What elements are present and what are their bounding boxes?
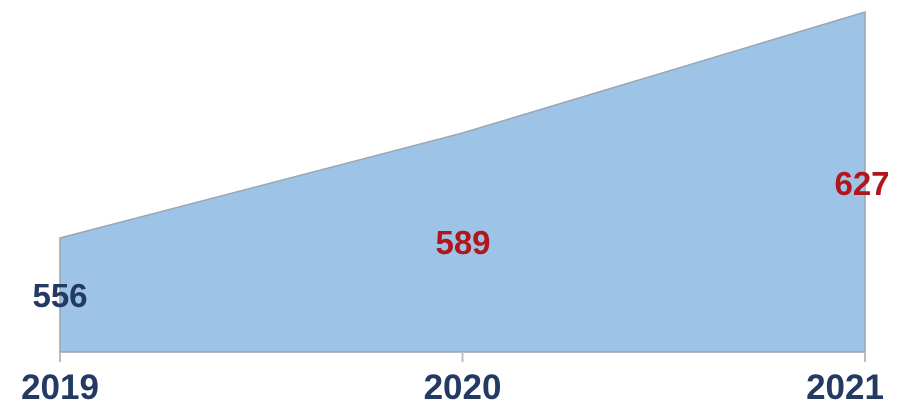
x-axis-ticks [59,352,866,362]
data-label: 556 [32,277,87,314]
data-labels: 556 589 627 [32,165,889,314]
x-tick-label: 2019 [21,368,99,405]
x-axis-tick-labels: 2019 2020 2021 [21,368,884,405]
data-label: 589 [435,224,490,261]
area-series [59,10,866,353]
data-label: 627 [834,165,889,202]
x-tick-label: 2021 [806,368,884,405]
x-tick-label: 2020 [424,368,502,405]
